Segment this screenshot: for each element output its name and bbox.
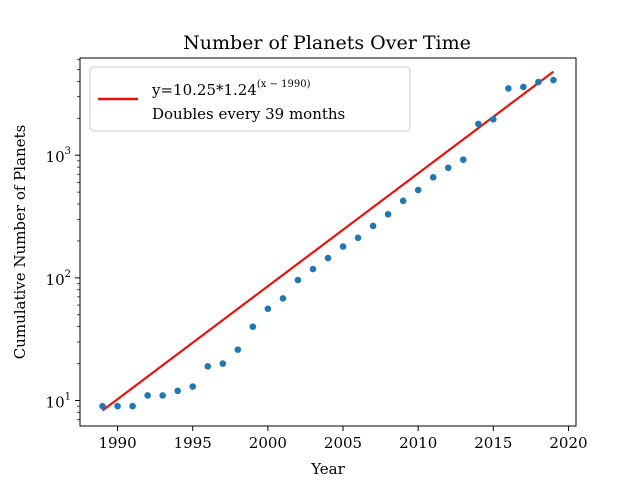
x-tick-label: 1995 bbox=[174, 434, 212, 452]
y-tick-label-exponent: 2 bbox=[65, 269, 71, 280]
x-tick-label: 2010 bbox=[399, 434, 437, 452]
x-axis-label: Year bbox=[310, 460, 345, 478]
x-tick-label: 2020 bbox=[549, 434, 587, 452]
legend-box bbox=[89, 66, 411, 132]
data-point bbox=[475, 120, 482, 128]
data-point bbox=[490, 116, 497, 123]
data-point bbox=[550, 76, 557, 84]
scatter-points-layer bbox=[99, 76, 557, 410]
y-tick-label-base: 10 bbox=[46, 148, 65, 166]
y-axis-label: Cumulative Number of Planets bbox=[11, 125, 29, 360]
data-point bbox=[129, 402, 136, 410]
data-point bbox=[414, 186, 422, 194]
fit-line-layer bbox=[101, 70, 555, 412]
data-point bbox=[309, 265, 317, 273]
x-tick-label: 2015 bbox=[474, 434, 512, 452]
data-point bbox=[339, 243, 347, 250]
legend-doubling-note: Doubles every 39 months bbox=[152, 105, 345, 123]
data-point bbox=[429, 174, 437, 181]
data-point bbox=[399, 197, 407, 205]
data-point bbox=[324, 254, 332, 262]
x-tick-label: 2005 bbox=[324, 434, 362, 452]
y-tick-label-base: 10 bbox=[46, 271, 65, 289]
data-point bbox=[204, 363, 212, 370]
x-tick-label: 2000 bbox=[249, 434, 287, 452]
legend-equation-base: y=10.25*1.24 bbox=[151, 81, 257, 99]
data-point bbox=[294, 276, 302, 284]
y-tick-label-exponent: 1 bbox=[65, 392, 71, 403]
y-tick-label-exponent: 3 bbox=[65, 146, 71, 157]
data-point bbox=[384, 210, 392, 218]
data-point bbox=[354, 234, 362, 242]
data-point bbox=[234, 346, 242, 353]
data-point bbox=[189, 383, 197, 390]
data-point bbox=[99, 402, 106, 410]
plot-frame bbox=[79, 57, 577, 427]
y-tick-label-base: 10 bbox=[46, 394, 65, 412]
plot-area bbox=[79, 57, 577, 427]
data-point bbox=[459, 156, 467, 163]
data-point bbox=[264, 305, 272, 313]
data-point bbox=[520, 83, 527, 91]
y-tick-label: 103 bbox=[46, 146, 71, 166]
data-point bbox=[369, 222, 377, 230]
data-point bbox=[535, 78, 542, 86]
data-point bbox=[279, 295, 287, 302]
legend-equation-exponent: (x − 1990) bbox=[257, 79, 311, 90]
data-point bbox=[444, 164, 452, 172]
data-point bbox=[159, 392, 166, 399]
fit-line bbox=[101, 70, 555, 412]
data-point bbox=[505, 85, 512, 92]
chart-title: Number of Planets Over Time bbox=[183, 32, 471, 54]
y-tick-label: 101 bbox=[46, 392, 71, 412]
data-point bbox=[114, 402, 121, 410]
data-point bbox=[249, 323, 257, 330]
x-axis: 1990 1995 2000 2005 2010 2015 2020 bbox=[98, 426, 588, 452]
data-point bbox=[144, 392, 151, 399]
x-tick-label: 1990 bbox=[98, 434, 136, 452]
data-point bbox=[219, 360, 227, 367]
legend: y=10.25*1.24(x − 1990) Doubles every 39 … bbox=[89, 66, 411, 132]
legend-equation: y=10.25*1.24(x − 1990) bbox=[151, 79, 311, 99]
y-tick-label: 102 bbox=[46, 269, 71, 289]
data-point bbox=[174, 387, 181, 395]
